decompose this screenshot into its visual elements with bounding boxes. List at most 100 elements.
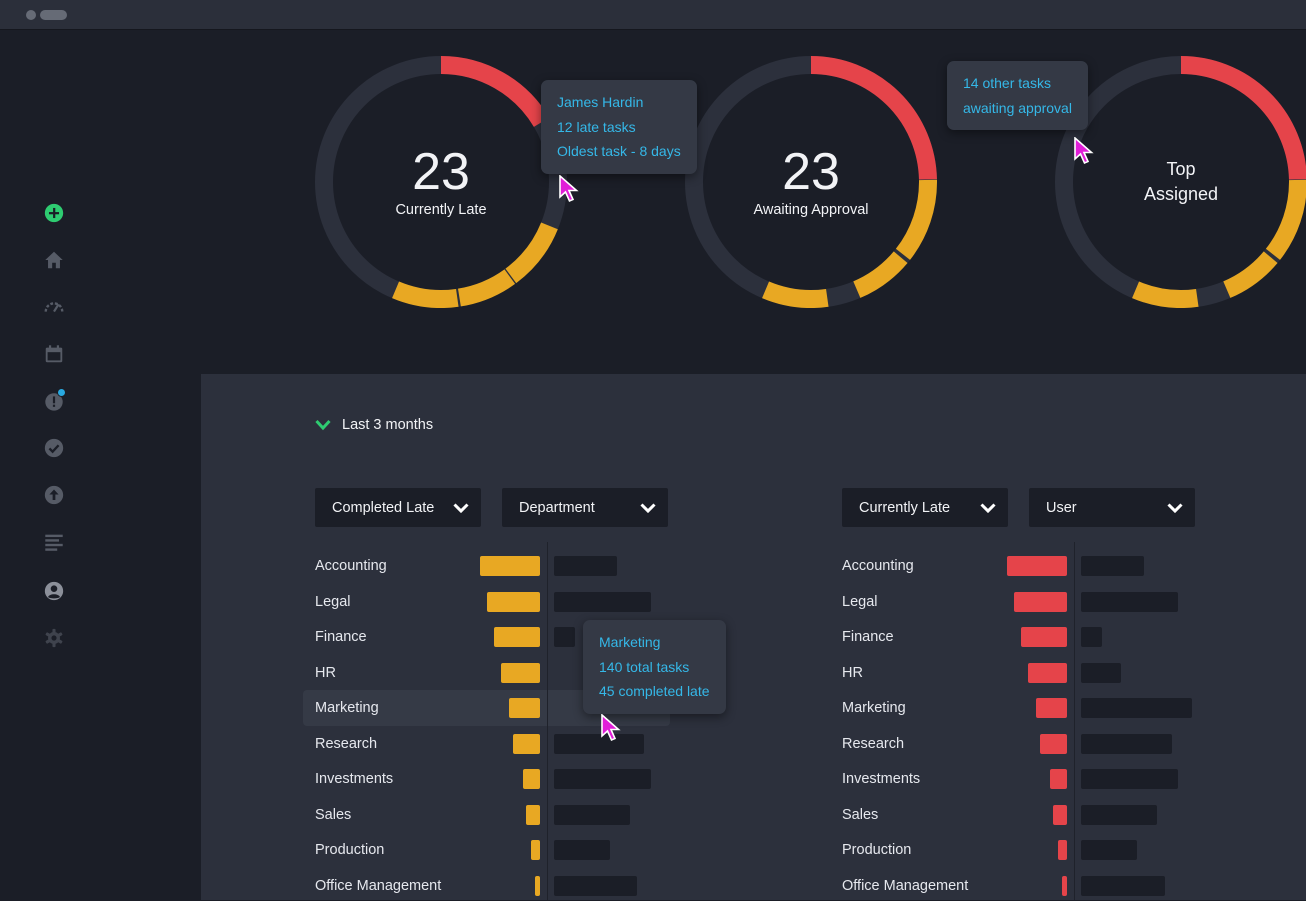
department-label: Sales <box>315 806 352 823</box>
late-bar <box>535 875 540 896</box>
right-group-value: User <box>1046 499 1077 516</box>
total-bar <box>554 556 617 576</box>
late-bar <box>523 769 540 789</box>
left-chart-divider <box>547 542 548 900</box>
list-icon[interactable] <box>42 530 66 554</box>
add-icon[interactable] <box>42 201 66 225</box>
department-label: Production <box>315 842 385 858</box>
right-group-select[interactable]: User <box>1029 488 1195 527</box>
total-bar <box>1081 627 1102 647</box>
left-department-row[interactable]: Sales <box>315 800 672 830</box>
department-label: Office Management <box>842 877 969 894</box>
total-bar <box>554 875 637 896</box>
left-metric-select[interactable]: Completed Late <box>315 488 481 527</box>
late-bar <box>1036 698 1067 718</box>
left-metric-value: Completed Late <box>332 499 435 516</box>
right-chart-divider <box>1074 542 1075 900</box>
right-user-row[interactable]: Office Management <box>842 871 1199 901</box>
right-user-row[interactable]: Marketing <box>842 693 1199 723</box>
right-user-row[interactable]: Accounting <box>842 551 1199 581</box>
department-label: Finance <box>842 629 894 645</box>
window-control-pill[interactable] <box>40 10 67 20</box>
right-user-row[interactable]: Production <box>842 835 1199 865</box>
late-bar <box>501 662 540 683</box>
department-label: Office Management <box>315 877 442 894</box>
total-bar <box>554 769 651 789</box>
total-bar <box>1081 804 1157 825</box>
left-department-row[interactable]: Investments <box>315 764 672 794</box>
department-label: Marketing <box>315 700 379 716</box>
alert-icon[interactable] <box>42 388 66 413</box>
window-titlebar <box>0 0 1306 30</box>
marketing-tooltip: Marketing 140 total tasks 45 completed l… <box>583 620 726 714</box>
department-label: Finance <box>315 629 367 645</box>
total-bar <box>1081 875 1165 896</box>
total-bar <box>554 733 644 754</box>
left-department-row[interactable]: HR <box>315 658 672 688</box>
department-label: Research <box>315 735 378 752</box>
chevron-down-icon <box>980 502 996 513</box>
currently-late-donut[interactable]: 23 Currently Late <box>315 56 567 308</box>
right-metric-value: Currently Late <box>859 499 951 516</box>
late-bar <box>1007 556 1067 576</box>
chevron-down-icon <box>453 502 469 513</box>
right-user-row[interactable]: Finance <box>842 622 1199 652</box>
check-icon[interactable] <box>42 436 66 460</box>
date-range-toggle[interactable]: Last 3 months <box>315 417 433 433</box>
gauge-icon[interactable] <box>42 295 66 319</box>
tooltip-total-tasks: 140 total tasks <box>599 658 690 675</box>
date-range-label: Last 3 months <box>342 417 434 433</box>
late-bar <box>1058 840 1067 860</box>
tooltip-late-count: 12 late tasks <box>557 118 636 135</box>
late-bar <box>1028 662 1067 683</box>
right-user-row[interactable]: Investments <box>842 764 1199 794</box>
late-bar <box>487 591 540 612</box>
cursor-icon <box>559 175 579 203</box>
department-label: HR <box>842 664 863 681</box>
user-icon[interactable] <box>42 579 66 603</box>
left-department-row[interactable]: Production <box>315 835 672 865</box>
calendar-icon[interactable] <box>42 342 66 366</box>
total-bar <box>554 804 630 825</box>
left-department-row[interactable]: Marketing <box>315 693 672 723</box>
right-user-row[interactable]: Sales <box>842 800 1199 830</box>
late-bar <box>531 840 540 860</box>
late-bar <box>526 804 540 825</box>
tooltip-department-name: Marketing <box>599 634 661 650</box>
awaiting-approval-donut[interactable]: 23 Awaiting Approval <box>685 56 937 308</box>
tooltip-completed-late: 45 completed late <box>599 683 710 699</box>
right-user-row[interactable]: Research <box>842 729 1199 759</box>
chevron-down-icon <box>315 419 331 431</box>
department-label: Production <box>842 842 912 858</box>
late-bar <box>513 733 540 754</box>
total-bar <box>1081 733 1172 754</box>
total-bar <box>1081 840 1137 860</box>
gear-icon[interactable] <box>42 626 66 650</box>
left-department-row[interactable]: Legal <box>315 587 672 617</box>
top-assigned-donut[interactable]: Top Assigned <box>1055 56 1306 308</box>
late-bar <box>1062 875 1067 896</box>
sidebar <box>0 30 108 900</box>
left-group-value: Department <box>519 499 595 516</box>
department-label: Accounting <box>842 558 914 574</box>
window-control-dot[interactable] <box>26 10 36 20</box>
total-bar <box>554 627 575 647</box>
right-metric-select[interactable]: Currently Late <box>842 488 1008 527</box>
total-bar <box>554 591 651 612</box>
left-department-row[interactable]: Office Management <box>315 871 672 901</box>
department-label: Investments <box>842 771 921 787</box>
left-department-row[interactable]: Research <box>315 729 672 759</box>
upload-icon[interactable] <box>42 483 66 507</box>
total-bar <box>1081 769 1178 789</box>
tooltip-user-name: James Hardin <box>557 94 644 110</box>
cursor-icon <box>1074 137 1094 165</box>
late-bar <box>1040 733 1067 754</box>
department-label: Legal <box>842 593 878 610</box>
late-bar <box>1021 627 1067 647</box>
right-user-row[interactable]: HR <box>842 658 1199 688</box>
left-department-row[interactable]: Finance <box>315 622 672 652</box>
home-icon[interactable] <box>42 248 66 272</box>
left-department-row[interactable]: Accounting <box>315 551 672 581</box>
left-group-select[interactable]: Department <box>502 488 668 527</box>
right-user-row[interactable]: Legal <box>842 587 1199 617</box>
